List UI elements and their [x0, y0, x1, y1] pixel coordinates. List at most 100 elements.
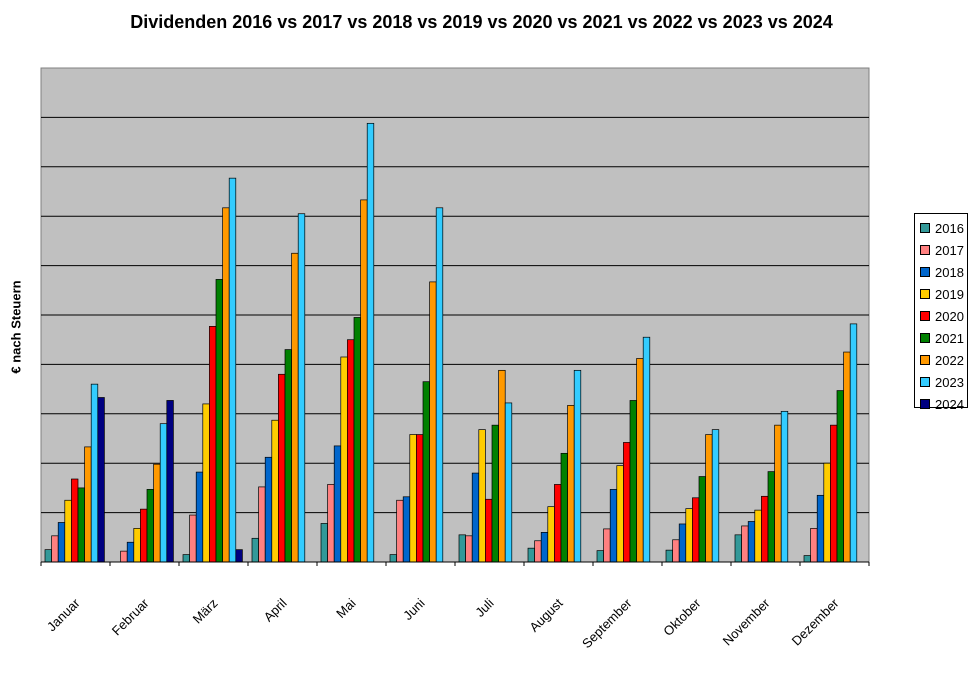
bar-2019-10	[685, 508, 693, 563]
bar-2020-6	[416, 434, 424, 563]
bar-2024-1	[97, 397, 105, 563]
bar-2020-2	[140, 508, 148, 563]
bar-2018-1	[57, 522, 66, 563]
bar-2019-11	[754, 509, 762, 563]
bar-2020-11	[761, 495, 769, 563]
bar-2020-3	[209, 326, 217, 563]
bar-2019-7	[478, 429, 486, 563]
x-tick-label: August	[526, 595, 565, 634]
bar-2020-12	[830, 424, 838, 563]
bar-2020-1	[71, 478, 79, 563]
bar-2017-3	[189, 514, 197, 563]
bar-2020-5	[347, 339, 355, 563]
x-tick-label: Februar	[109, 595, 152, 638]
legend-item-2017: 2017	[915, 239, 967, 261]
bar-2024-3	[235, 549, 243, 563]
bar-2021-1	[77, 487, 85, 563]
bar-2021-8	[560, 452, 568, 563]
legend-label: 2022	[935, 352, 964, 368]
bar-2020-7	[485, 498, 493, 563]
legend-label: 2018	[935, 264, 964, 280]
x-tick-label: Dezember	[789, 595, 842, 648]
bar-2021-6	[422, 381, 430, 563]
bar-2020-4	[278, 373, 286, 563]
bar-2019-9	[616, 465, 624, 563]
bar-2023-7	[504, 402, 513, 563]
legend-swatch	[920, 399, 930, 409]
bar-2022-8	[567, 405, 575, 563]
bar-2016-6	[389, 554, 397, 563]
bar-2020-10	[692, 497, 700, 563]
bar-2022-3	[222, 207, 230, 563]
bar-2017-6	[396, 499, 404, 563]
bar-2023-3	[228, 177, 237, 563]
legend-swatch	[920, 311, 930, 321]
bar-2023-6	[435, 207, 444, 563]
bar-2016-3	[182, 554, 190, 563]
bar-2021-3	[215, 279, 223, 563]
bar-2021-4	[284, 349, 292, 563]
bar-2021-7	[491, 424, 499, 563]
bar-2019-5	[340, 356, 348, 563]
bar-2022-7	[498, 369, 506, 563]
legend-item-2021: 2021	[915, 327, 967, 349]
legend-swatch	[920, 333, 930, 343]
bar-2022-4	[291, 252, 299, 563]
legend-label: 2024	[935, 396, 964, 412]
legend-label: 2019	[935, 286, 964, 302]
bar-2023-1	[90, 383, 99, 563]
bar-2016-5	[320, 523, 328, 563]
legend-swatch	[920, 355, 930, 365]
legend-label: 2023	[935, 374, 964, 390]
bar-2018-5	[333, 445, 342, 563]
x-tick-label: November	[720, 595, 773, 648]
bar-2019-1	[64, 499, 72, 563]
legend-item-2022: 2022	[915, 349, 967, 371]
bar-2017-12	[810, 528, 818, 563]
bar-2017-11	[741, 525, 749, 563]
bar-2021-5	[353, 317, 361, 563]
bar-2019-2	[133, 528, 141, 563]
bar-2023-10	[711, 429, 720, 563]
legend-swatch	[920, 377, 930, 387]
legend-item-2024: 2024	[915, 393, 967, 415]
bar-2021-9	[629, 400, 637, 563]
bar-2017-5	[327, 484, 335, 563]
bar-2023-5	[366, 122, 375, 563]
bar-2021-12	[836, 390, 844, 563]
bar-2018-6	[402, 496, 411, 563]
legend-label: 2020	[935, 308, 964, 324]
bar-2022-9	[636, 358, 644, 563]
bar-2023-11	[780, 410, 789, 563]
legend-item-2019: 2019	[915, 283, 967, 305]
legend-swatch	[920, 267, 930, 277]
x-tick-label: Oktober	[660, 595, 704, 639]
bar-2019-4	[271, 419, 279, 563]
legend-item-2018: 2018	[915, 261, 967, 283]
bar-2022-11	[774, 424, 782, 563]
bar-2017-9	[603, 528, 611, 563]
bar-2016-12	[803, 555, 811, 563]
bar-2016-8	[527, 547, 535, 563]
x-tick-label: Juni	[400, 595, 428, 623]
bar-2022-5	[360, 199, 368, 563]
x-tick-label: April	[261, 595, 290, 624]
bar-2017-4	[258, 486, 266, 563]
bar-2021-2	[146, 489, 154, 563]
chart-title: Dividenden 2016 vs 2017 vs 2018 vs 2019 …	[130, 12, 833, 32]
bar-2018-2	[126, 541, 135, 563]
legend-swatch	[920, 223, 930, 233]
bar-2018-12	[816, 494, 825, 563]
bar-2021-10	[698, 476, 706, 563]
bar-2020-9	[623, 442, 631, 563]
bar-2019-12	[823, 462, 831, 563]
legend-swatch	[920, 289, 930, 299]
bar-2023-12	[849, 323, 858, 563]
bar-2022-6	[429, 281, 437, 563]
bar-2018-4	[264, 456, 273, 563]
bar-2016-11	[734, 534, 742, 563]
bar-2018-11	[747, 521, 756, 563]
legend-swatch	[920, 245, 930, 255]
bar-2017-10	[672, 539, 680, 563]
